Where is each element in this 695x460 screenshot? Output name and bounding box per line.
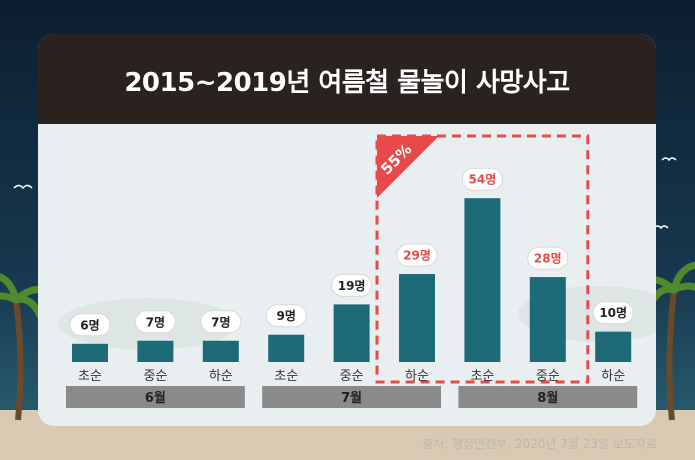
highlight-box (375, 134, 590, 384)
data-label: 10명 (599, 306, 627, 320)
bar (595, 331, 632, 362)
category-label: 중순 (143, 369, 167, 384)
category-label: 초순 (470, 369, 494, 384)
data-label: 7명 (211, 315, 230, 329)
data-label-pill (69, 313, 111, 337)
data-label: 19명 (338, 279, 366, 293)
bar (137, 340, 174, 362)
bar (268, 334, 305, 362)
data-label-pill (396, 243, 438, 267)
seagull-icon (13, 157, 677, 230)
category-label: 하순 (601, 369, 625, 384)
chart-title: 2015~2019년 여름철 물놀이 사망사고 (124, 68, 570, 98)
data-label: 7명 (146, 315, 165, 329)
bar (464, 198, 501, 362)
data-label-pill (134, 310, 176, 334)
data-label: 28명 (534, 252, 562, 266)
data-label-pill (200, 310, 242, 334)
month-band (458, 386, 638, 408)
data-label: 9명 (277, 309, 296, 323)
category-label: 하순 (209, 369, 233, 384)
title-bar: 2015~2019년 여름철 물놀이 사망사고 (38, 34, 656, 124)
data-label: 29명 (403, 249, 431, 263)
data-label-pill (592, 301, 634, 325)
data-label-pill (527, 246, 569, 270)
category-label: 중순 (340, 369, 364, 384)
palm-tree-icon (0, 273, 54, 421)
data-label: 54명 (469, 173, 497, 187)
month-band (66, 386, 245, 408)
data-label-pill (461, 167, 503, 191)
data-label: 6명 (80, 318, 99, 332)
bar (529, 277, 566, 362)
source-note: 출처: 행정안전부, 2020년 7월 23일 보도자료 (422, 437, 657, 451)
bar (333, 304, 370, 362)
highlight-badge-shape (377, 136, 439, 198)
month-band (262, 386, 441, 408)
category-label: 초순 (274, 369, 298, 384)
data-label-pill (331, 273, 373, 297)
month-label: 7월 (341, 390, 362, 406)
category-label: 하순 (405, 369, 429, 384)
category-label: 초순 (78, 369, 102, 384)
data-label-pill (265, 304, 307, 328)
bar (399, 274, 435, 362)
bar (72, 343, 108, 362)
month-label: 8월 (537, 390, 558, 406)
category-label: 중순 (536, 369, 560, 384)
bar (202, 340, 239, 362)
highlight-badge: 55% (377, 136, 439, 198)
month-label: 6월 (145, 390, 166, 406)
